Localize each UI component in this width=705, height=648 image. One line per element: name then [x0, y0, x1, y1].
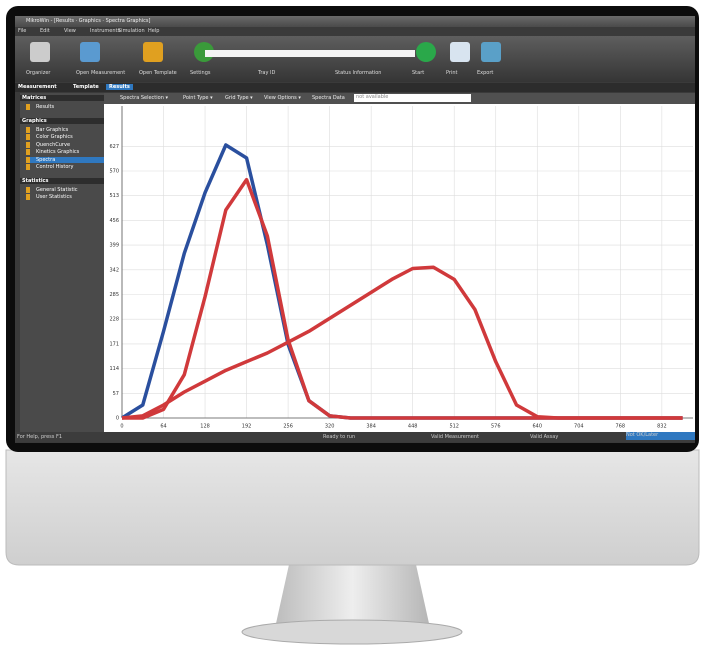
- stand-neck: [275, 560, 430, 628]
- toolbar: [15, 36, 695, 82]
- toolbar-label[interactable]: Open Template: [139, 70, 177, 76]
- tab[interactable]: Measurement: [18, 84, 57, 90]
- toolbar-label[interactable]: Settings: [190, 70, 211, 76]
- y-tick-label: 57: [113, 391, 119, 397]
- y-tick-label: 171: [109, 341, 119, 347]
- y-tick-label: 114: [109, 366, 119, 372]
- tab[interactable]: Template: [73, 84, 99, 90]
- toolbar-icon[interactable]: [205, 50, 345, 57]
- tab-bar: Measurement Template Results: [15, 83, 695, 92]
- x-tick-label: 192: [242, 424, 252, 430]
- toolbar-label[interactable]: Export: [477, 70, 494, 76]
- y-tick-label: 0: [116, 416, 119, 422]
- x-tick-label: 384: [366, 424, 376, 430]
- toolbar-label[interactable]: Status Information: [335, 70, 382, 76]
- x-tick-label: 576: [491, 424, 501, 430]
- chart-toolbar-button[interactable]: Point Type ▾: [183, 95, 213, 101]
- toolbar-label[interactable]: Open Measurement: [76, 70, 126, 76]
- toolbar-icon[interactable]: [315, 50, 415, 57]
- y-tick-label: 342: [109, 267, 119, 273]
- x-tick-label: 512: [449, 424, 459, 430]
- sidebar-item[interactable]: Color Graphics: [26, 134, 106, 140]
- status-text: For Help, press F1: [17, 434, 63, 440]
- toolbar-icon[interactable]: [80, 42, 100, 62]
- sidebar-item[interactable]: Results: [26, 104, 106, 110]
- sidebar-section[interactable]: Statistics: [20, 177, 104, 184]
- x-tick-label: 640: [532, 424, 542, 430]
- sidebar-item[interactable]: Kinetics Graphics: [26, 149, 106, 155]
- toolbar-icon[interactable]: [416, 42, 436, 62]
- sidebar-section[interactable]: Graphics: [20, 117, 104, 124]
- menu-item[interactable]: Simulation: [118, 28, 145, 34]
- toolbar-items: Organizer Open Measurement Open Template Se…: [15, 36, 695, 82]
- data-line: [121, 143, 683, 420]
- y-tick-label: 399: [109, 243, 119, 249]
- toolbar-icon[interactable]: [481, 42, 501, 62]
- toolbar-icon[interactable]: [143, 42, 163, 62]
- x-tick-label: 832: [657, 424, 667, 430]
- sidebar-item[interactable]: Control History: [26, 164, 106, 170]
- window-title: MikroWin - [Results · Graphics · Spectra…: [26, 18, 151, 24]
- status-text: Ready to run: [323, 434, 356, 440]
- menu-item[interactable]: Instruments: [90, 28, 121, 34]
- toolbar-label[interactable]: Start: [412, 70, 425, 76]
- x-tick-label: 256: [283, 424, 293, 430]
- y-tick-label: 285: [109, 292, 119, 298]
- x-tick-label: 768: [616, 424, 626, 430]
- status-text: Valid Measurement: [431, 434, 479, 440]
- monitor-chin: [5, 449, 700, 566]
- chart-toolbar-button[interactable]: View Options ▾: [264, 95, 301, 101]
- toolbar-label[interactable]: Tray ID: [258, 70, 276, 76]
- chart-toolbar-button[interactable]: Grid Type ▾: [225, 95, 253, 101]
- chart-toolbar: Spectra Selection ▾ Point Type ▾ Grid Type…: [104, 93, 695, 104]
- x-tick-label: 320: [325, 424, 335, 430]
- sidebar-section[interactable]: Matrices: [20, 95, 104, 101]
- y-tick-label: 228: [109, 317, 119, 323]
- chart-toolbar-button[interactable]: Spectra Selection ▾: [120, 95, 168, 101]
- x-tick-label: 448: [408, 424, 418, 430]
- tab[interactable]: Results: [106, 84, 133, 90]
- sidebar-item[interactable]: Spectra: [26, 156, 106, 163]
- stand-base: [241, 619, 463, 645]
- toolbar-icon[interactable]: [450, 42, 470, 62]
- sidebar-item[interactable]: General Statistic: [26, 186, 106, 193]
- toolbar-label[interactable]: Organizer: [26, 70, 51, 76]
- menu-item[interactable]: File: [18, 28, 27, 34]
- sidebar-item[interactable]: Bar Graphics: [26, 126, 106, 133]
- y-tick-label: 513: [109, 193, 119, 199]
- sidebar-item[interactable]: User Statistics: [26, 194, 106, 200]
- chart-toolbar-button[interactable]: Spectra Data: [312, 95, 345, 101]
- x-tick-label: 0: [120, 424, 123, 430]
- y-tick-label: 456: [109, 218, 119, 224]
- x-tick-label: 64: [160, 424, 166, 430]
- menu-item[interactable]: Help: [148, 28, 160, 34]
- menu-item[interactable]: View: [64, 28, 76, 34]
- toolbar-icon[interactable]: [30, 42, 50, 62]
- data-line: [121, 265, 683, 420]
- y-tick-label: 570: [109, 169, 119, 175]
- status-text: Not OK/Later: [626, 432, 695, 440]
- toolbar-label[interactable]: Print: [446, 70, 458, 76]
- toolbar-icon[interactable]: [194, 42, 214, 62]
- title-bar: [15, 16, 695, 27]
- sidebar-item[interactable]: QuenchCurve: [26, 141, 106, 148]
- status-text: Valid Assay: [530, 434, 559, 440]
- chart-toolbar-field[interactable]: not available: [354, 94, 471, 102]
- chart: 0 57 114 171 228 285 342 399 456 513 570 627 0 64 128 1…: [104, 104, 695, 432]
- status-bar: For Help, press F1 Ready to run Valid Meas…: [15, 432, 695, 442]
- y-tick-label: 627: [109, 144, 119, 150]
- x-tick-label: 128: [200, 424, 210, 430]
- x-tick-label: 704: [574, 424, 584, 430]
- menu-item[interactable]: Edit: [40, 28, 50, 34]
- sidebar: Matrices Results Graphics Bar Graphics Color…: [20, 93, 106, 432]
